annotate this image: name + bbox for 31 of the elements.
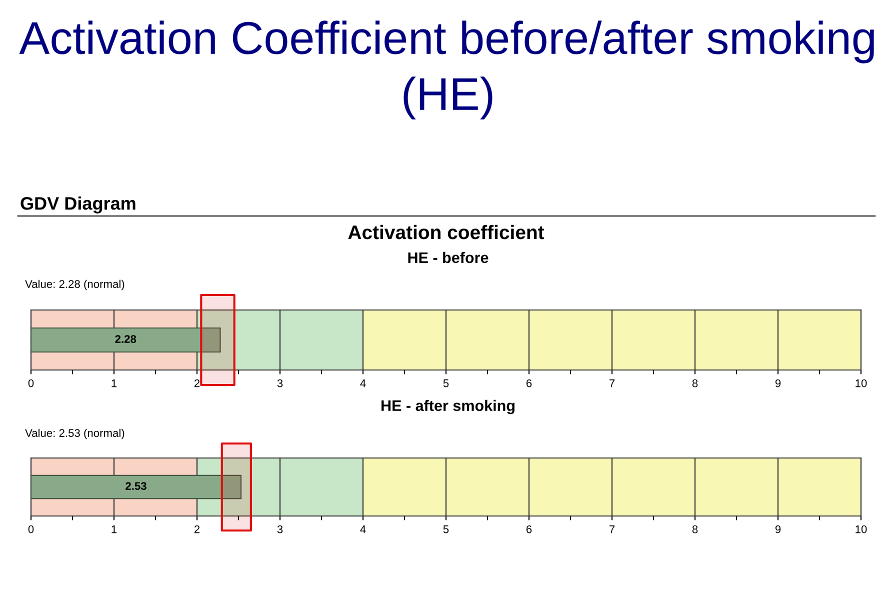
x-tick-label: 8 bbox=[692, 379, 698, 388]
x-tick-label: 0 bbox=[28, 379, 34, 388]
x-tick-label: 2 bbox=[194, 379, 200, 388]
x-tick-label: 1 bbox=[112, 525, 117, 534]
data-label: 2.28 bbox=[115, 335, 136, 343]
x-tick-label: 8 bbox=[692, 525, 698, 534]
x-tick-label: 3 bbox=[277, 379, 283, 388]
x-tick-label: 7 bbox=[609, 525, 615, 534]
chart-title: HE - before bbox=[408, 252, 488, 264]
x-tick-label: 6 bbox=[526, 525, 532, 534]
data-label: 2.53 bbox=[126, 482, 146, 490]
x-tick-label: 2 bbox=[194, 525, 200, 534]
x-tick-label: 4 bbox=[360, 525, 366, 534]
x-tick-label: 5 bbox=[443, 379, 449, 388]
text: Activation coefficient bbox=[348, 224, 544, 240]
text: GDV Diagram bbox=[20, 196, 136, 214]
chart-title: HE - after smoking bbox=[382, 400, 514, 414]
x-tick-label: 9 bbox=[775, 525, 781, 534]
x-tick-label: 7 bbox=[609, 379, 615, 388]
x-tick-label: 6 bbox=[526, 379, 532, 388]
x-tick-label: 4 bbox=[360, 379, 366, 388]
x-tick-label: 1 bbox=[112, 379, 117, 388]
x-tick-label: 5 bbox=[443, 525, 449, 534]
x-tick-label: 9 bbox=[775, 379, 781, 388]
text: Value: 2.28 (normal) bbox=[25, 280, 124, 290]
x-tick-label: 10 bbox=[856, 525, 867, 534]
x-tick-label: 3 bbox=[277, 525, 283, 534]
x-tick-label: 0 bbox=[28, 525, 34, 534]
x-tick-label: 10 bbox=[856, 379, 867, 388]
text: Activation Coefficient before/after smoking (HE) bbox=[19, 20, 874, 120]
text: Value: 2.53 (normal) bbox=[25, 428, 124, 440]
